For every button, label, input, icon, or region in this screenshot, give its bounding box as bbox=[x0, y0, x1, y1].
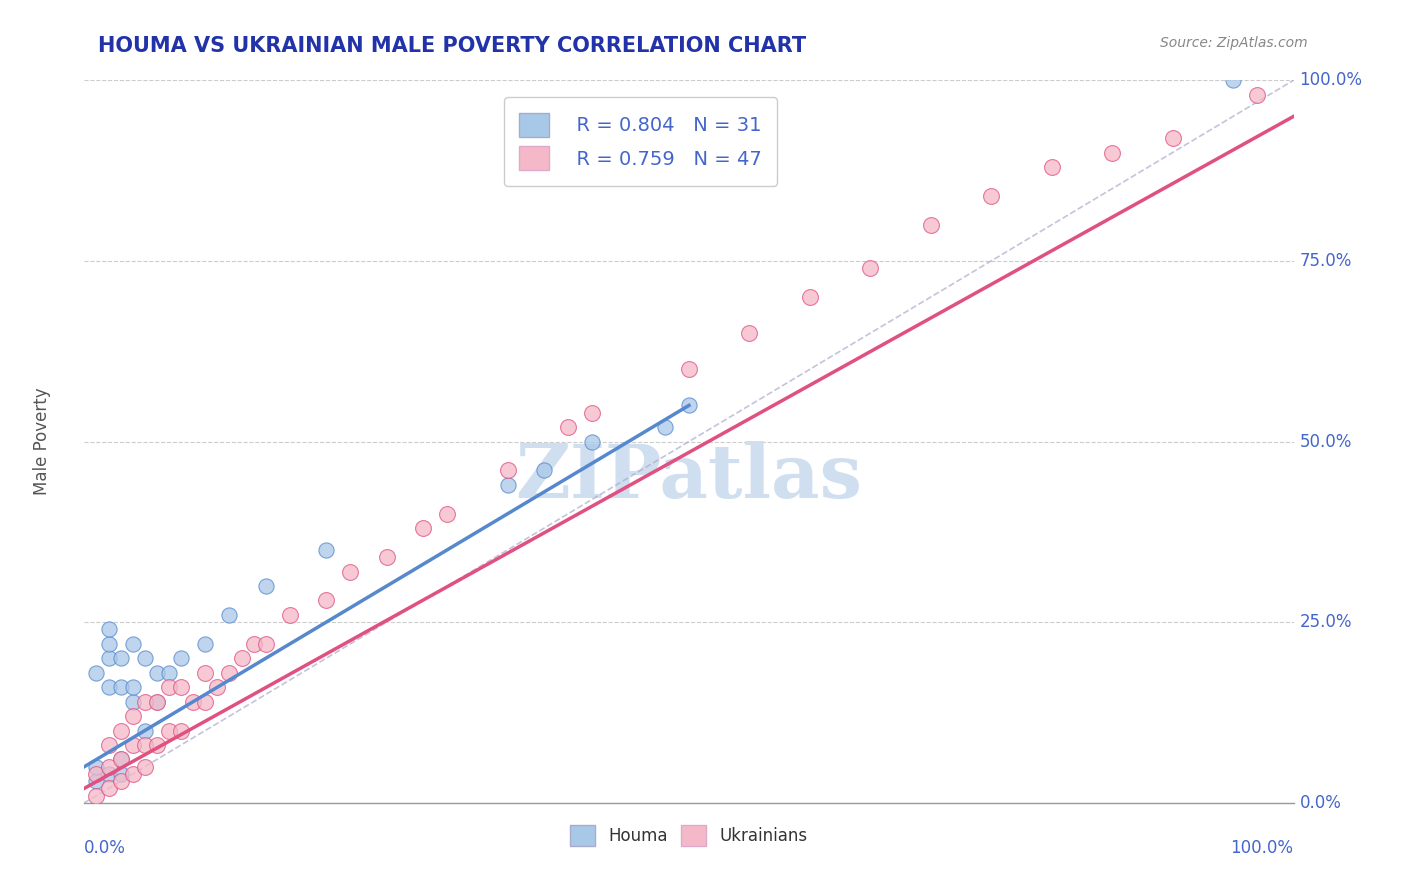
Point bbox=[86, 760, 108, 774]
Point bbox=[375, 550, 398, 565]
Point bbox=[194, 665, 217, 680]
Point bbox=[121, 709, 143, 723]
Point bbox=[218, 607, 240, 622]
Point bbox=[980, 189, 1002, 203]
Point bbox=[496, 478, 519, 492]
Text: 75.0%: 75.0% bbox=[1299, 252, 1353, 270]
Text: 100.0%: 100.0% bbox=[1299, 71, 1362, 89]
Point bbox=[110, 723, 132, 738]
Point bbox=[121, 767, 143, 781]
Point bbox=[1246, 87, 1268, 102]
Point bbox=[110, 651, 132, 665]
Point bbox=[86, 774, 108, 789]
Point bbox=[146, 738, 169, 752]
Text: 100.0%: 100.0% bbox=[1230, 838, 1294, 857]
Point bbox=[581, 434, 603, 449]
Point bbox=[110, 752, 132, 766]
Point bbox=[218, 665, 240, 680]
Point bbox=[1040, 160, 1063, 174]
Point bbox=[86, 665, 108, 680]
Point bbox=[315, 593, 337, 607]
Point bbox=[557, 420, 579, 434]
Point bbox=[194, 637, 217, 651]
Text: 0.0%: 0.0% bbox=[84, 838, 127, 857]
Point bbox=[121, 695, 143, 709]
Text: Source: ZipAtlas.com: Source: ZipAtlas.com bbox=[1160, 36, 1308, 50]
Point bbox=[436, 507, 458, 521]
Point bbox=[678, 398, 700, 412]
Legend: Houma, Ukrainians: Houma, Ukrainians bbox=[564, 819, 814, 852]
Point bbox=[134, 760, 156, 774]
Point bbox=[181, 695, 204, 709]
Point bbox=[738, 326, 761, 340]
Point bbox=[339, 565, 361, 579]
Point bbox=[134, 723, 156, 738]
Point bbox=[207, 680, 229, 694]
Point bbox=[121, 680, 143, 694]
Point bbox=[146, 695, 169, 709]
Text: 50.0%: 50.0% bbox=[1299, 433, 1353, 450]
Point bbox=[157, 665, 180, 680]
Point bbox=[170, 651, 193, 665]
Point bbox=[157, 680, 180, 694]
Point bbox=[110, 680, 132, 694]
Point bbox=[97, 767, 120, 781]
Point bbox=[157, 723, 180, 738]
Point bbox=[533, 463, 555, 477]
Point bbox=[134, 738, 156, 752]
Point bbox=[86, 767, 108, 781]
Point bbox=[134, 695, 156, 709]
Point bbox=[86, 789, 108, 803]
Point bbox=[97, 651, 120, 665]
Point bbox=[278, 607, 301, 622]
Point bbox=[1222, 73, 1244, 87]
Point bbox=[799, 290, 821, 304]
Point bbox=[97, 623, 120, 637]
Point bbox=[581, 406, 603, 420]
Point bbox=[146, 665, 169, 680]
Point bbox=[170, 723, 193, 738]
Point bbox=[97, 760, 120, 774]
Point bbox=[97, 637, 120, 651]
Point bbox=[97, 680, 120, 694]
Point bbox=[1161, 131, 1184, 145]
Point bbox=[1101, 145, 1123, 160]
Point bbox=[110, 774, 132, 789]
Point bbox=[110, 767, 132, 781]
Point bbox=[412, 521, 434, 535]
Point bbox=[146, 695, 169, 709]
Point bbox=[678, 362, 700, 376]
Point bbox=[654, 420, 676, 434]
Text: Male Poverty: Male Poverty bbox=[32, 388, 51, 495]
Point bbox=[254, 579, 277, 593]
Point bbox=[254, 637, 277, 651]
Text: HOUMA VS UKRAINIAN MALE POVERTY CORRELATION CHART: HOUMA VS UKRAINIAN MALE POVERTY CORRELAT… bbox=[98, 36, 807, 55]
Point bbox=[110, 752, 132, 766]
Point bbox=[859, 261, 882, 276]
Text: 25.0%: 25.0% bbox=[1299, 613, 1353, 632]
Point bbox=[97, 781, 120, 796]
Text: ZIPatlas: ZIPatlas bbox=[516, 442, 862, 514]
Text: 0.0%: 0.0% bbox=[1299, 794, 1341, 812]
Point bbox=[920, 218, 942, 232]
Point bbox=[496, 463, 519, 477]
Point bbox=[315, 542, 337, 557]
Point bbox=[97, 738, 120, 752]
Point bbox=[231, 651, 253, 665]
Point bbox=[194, 695, 217, 709]
Point bbox=[170, 680, 193, 694]
Point bbox=[242, 637, 264, 651]
Point bbox=[121, 637, 143, 651]
Point bbox=[121, 738, 143, 752]
Point bbox=[134, 651, 156, 665]
